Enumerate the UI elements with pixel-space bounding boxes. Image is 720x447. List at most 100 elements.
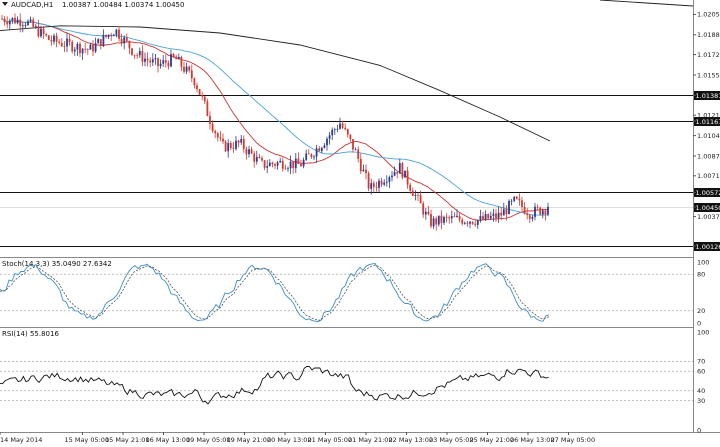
- time-tick-label: 23 May 05:00: [429, 436, 474, 444]
- candle: [227, 139, 230, 158]
- level-price-tag: [694, 117, 720, 126]
- time-tick-label: 21 May 21:00: [348, 436, 393, 444]
- candle: [151, 53, 154, 66]
- ma-slow-line: [0, 25, 551, 142]
- rsi-line: [0, 366, 549, 405]
- time-tick-label: 14 May 2014: [0, 436, 42, 444]
- candle: [500, 206, 503, 221]
- rsi-title: RSI(14) 55.8016: [2, 330, 59, 338]
- stoch-signal-line: [0, 264, 550, 321]
- candle: [510, 198, 513, 206]
- candle: [16, 16, 19, 25]
- candle: [300, 159, 302, 167]
- candle: [29, 16, 32, 23]
- time-tick-label: 15 May 21:00: [105, 436, 150, 444]
- candle: [284, 164, 287, 170]
- candle: [203, 95, 206, 104]
- candle: [136, 52, 139, 59]
- candle: [417, 192, 419, 201]
- candle: [476, 219, 479, 229]
- candle: [398, 158, 401, 174]
- stoch-title: Stoch(14,3,3) 35.0490 27.6342: [2, 260, 112, 268]
- candle: [328, 131, 331, 145]
- candle: [456, 209, 458, 218]
- candle: [141, 45, 144, 67]
- candle: [144, 52, 146, 67]
- level-price-tag: [694, 242, 720, 251]
- candle: [357, 146, 360, 163]
- candlesticks: [1, 13, 549, 231]
- candle: [297, 152, 300, 165]
- candle: [276, 160, 279, 170]
- rsi-tick-label: 60: [697, 368, 705, 376]
- rsi-indicator: 100 70 60 40 30 0: [0, 328, 709, 434]
- candle: [133, 54, 136, 60]
- candle: [55, 32, 58, 48]
- candle: [76, 42, 79, 56]
- candle: [521, 196, 523, 212]
- candle: [435, 216, 438, 231]
- level-price-label: 1.00126: [696, 243, 720, 251]
- candle: [102, 29, 105, 47]
- candle: [94, 37, 97, 54]
- rsi-tick-label: 70: [697, 358, 705, 366]
- price-tick-label: 1.01045: [697, 132, 720, 140]
- candle: [287, 166, 289, 172]
- candle: [232, 141, 235, 153]
- candle: [14, 13, 16, 25]
- candle: [73, 46, 76, 56]
- candle: [318, 145, 321, 152]
- candle: [66, 32, 68, 53]
- time-tick-label: 16 May 13:00: [146, 436, 191, 444]
- candle: [219, 131, 222, 142]
- candle: [362, 164, 365, 172]
- candle: [159, 59, 162, 69]
- candle: [279, 157, 282, 163]
- stochastic-indicator: 100 80 20 0: [0, 258, 709, 327]
- level-price-tag: [694, 91, 720, 100]
- candle: [8, 18, 11, 30]
- candle: [138, 47, 141, 59]
- candle: [513, 196, 516, 203]
- candle: [430, 209, 432, 229]
- candle: [489, 211, 492, 220]
- dropdown-triangle-icon[interactable]: [2, 2, 8, 6]
- price-tick-label: 1.01215: [697, 112, 720, 120]
- level-price-label: 1.00572: [696, 189, 720, 197]
- candle: [385, 175, 388, 187]
- candle: [154, 53, 157, 65]
- candle: [32, 17, 35, 28]
- candle: [58, 38, 61, 45]
- candle: [466, 220, 469, 227]
- candle: [541, 208, 544, 219]
- candle: [344, 123, 347, 131]
- candle: [515, 195, 518, 200]
- candle: [349, 134, 352, 142]
- candle: [461, 217, 464, 226]
- candle: [432, 216, 435, 229]
- candle: [424, 207, 427, 220]
- candle: [53, 33, 55, 45]
- candle: [339, 117, 341, 130]
- candle: [245, 146, 248, 160]
- candle: [341, 120, 344, 130]
- candle: [305, 149, 308, 161]
- candle: [404, 170, 406, 178]
- current-price-label: 1.00450: [696, 204, 720, 212]
- candle: [409, 182, 412, 194]
- time-tick-label: 25 May 21:00: [470, 436, 515, 444]
- candle: [294, 152, 297, 174]
- candle: [198, 88, 201, 96]
- candle: [261, 155, 263, 162]
- candle: [206, 98, 209, 117]
- candle: [34, 23, 37, 30]
- candle: [310, 153, 313, 160]
- candle: [105, 34, 107, 39]
- candle: [42, 26, 45, 40]
- stoch-main-line: [0, 263, 550, 322]
- horizontal-levels[interactable]: 1.01381 1.01167 1.00572 1.00126 1.00450: [0, 91, 720, 251]
- candle: [307, 148, 310, 155]
- candle: [45, 33, 48, 37]
